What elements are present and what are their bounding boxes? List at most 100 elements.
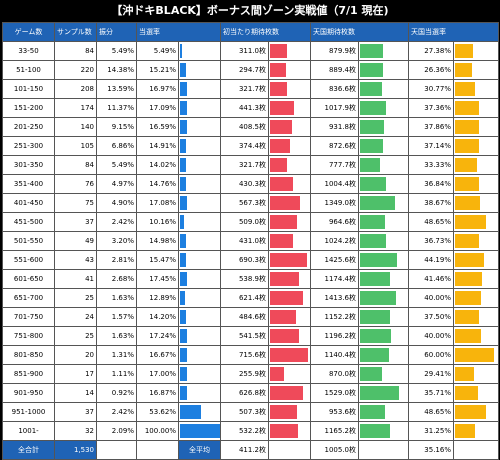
medals-bar <box>270 82 288 96</box>
medals-bar <box>270 272 299 286</box>
tmedals-bar <box>360 234 387 248</box>
medals-bar <box>270 405 298 419</box>
page: 【沖ドキBLACK】ボーナス間ゾーン実戦値（7/1 現在) ゲーム数 サンプル数… <box>2 4 499 460</box>
medals-cell: 541.5枚 <box>220 326 269 346</box>
total-thit: 35.16% <box>408 440 454 460</box>
tmedals-bar-cell <box>358 307 409 327</box>
thit-bar <box>455 272 482 286</box>
dist-cell: 1.11% <box>96 364 137 384</box>
thit-bar-cell <box>453 288 499 308</box>
thit-bar <box>455 329 481 343</box>
thit-cell: 37.50% <box>408 307 454 327</box>
thit-cell: 37.14% <box>408 136 454 156</box>
hit-cell: 14.98% <box>136 231 179 251</box>
thit-bar <box>455 310 480 324</box>
medals-bar-cell <box>268 307 311 327</box>
hit-bar-cell <box>178 98 221 118</box>
tmedals-bar <box>360 424 391 438</box>
hit-cell: 14.76% <box>136 174 179 194</box>
thit-cell: 31.25% <box>408 421 454 441</box>
total-blank-medals-bar <box>268 440 311 460</box>
medals-bar <box>270 177 293 191</box>
tmedals-cell: 953.6枚 <box>310 402 359 422</box>
medals-cell: 532.2枚 <box>220 421 269 441</box>
hit-cell: 100.00% <box>136 421 179 441</box>
medals-bar <box>270 291 304 305</box>
thit-cell: 48.65% <box>408 212 454 232</box>
hit-bar-cell <box>178 383 221 403</box>
tmedals-bar <box>360 82 382 96</box>
tmedals-bar-cell <box>358 155 409 175</box>
thit-bar <box>455 234 479 248</box>
zone-cell: 201-250 <box>2 117 55 137</box>
dist-cell: 11.37% <box>96 98 137 118</box>
thit-bar-cell <box>453 402 499 422</box>
tmedals-bar-cell <box>358 288 409 308</box>
medals-cell: 690.3枚 <box>220 250 269 270</box>
samples-cell: 25 <box>54 288 97 308</box>
thit-cell: 36.73% <box>408 231 454 251</box>
medals-bar-cell <box>268 79 311 99</box>
hit-cell: 16.97% <box>136 79 179 99</box>
hit-bar-cell <box>178 212 221 232</box>
table-row: 851-900 17 1.11% 17.00% 255.9枚 870.0枚 29.41% <box>2 364 499 384</box>
thit-cell: 29.41% <box>408 364 454 384</box>
dist-cell: 3.20% <box>96 231 137 251</box>
samples-cell: 84 <box>54 41 97 61</box>
zone-cell: 101-150 <box>2 79 55 99</box>
header-row: ゲーム数 サンプル数 振分 当選率 初当たり期待枚数 天国期待枚数 天国当選率 <box>2 22 499 42</box>
medals-bar <box>270 424 299 438</box>
thit-cell: 37.86% <box>408 117 454 137</box>
total-blank-thit-bar <box>453 440 499 460</box>
medals-cell: 431.0枚 <box>220 231 269 251</box>
zone-cell: 351-400 <box>2 174 55 194</box>
total-blank-tmedals-bar <box>358 440 409 460</box>
tmedals-bar-cell <box>358 193 409 213</box>
medals-bar-cell <box>268 250 311 270</box>
table-row: 551-600 43 2.81% 15.47% 690.3枚 1425.6枚 44.19% <box>2 250 499 270</box>
samples-cell: 20 <box>54 345 97 365</box>
tmedals-bar <box>360 215 385 229</box>
total-blank-dist <box>96 440 137 460</box>
samples-cell: 32 <box>54 421 97 441</box>
total-avg-label: 全平均 <box>178 440 221 460</box>
thit-bar <box>455 348 494 362</box>
dist-cell: 13.59% <box>96 79 137 99</box>
total-row: 全合計 1,530 全平均 411.2枚 1005.0枚 35.16% <box>2 440 499 460</box>
tmedals-cell: 1529.0枚 <box>310 383 359 403</box>
thit-bar-cell <box>453 155 499 175</box>
hit-cell: 12.89% <box>136 288 179 308</box>
medals-bar-cell <box>268 193 311 213</box>
medals-bar <box>270 348 309 362</box>
zone-cell: 651-700 <box>2 288 55 308</box>
table-row: 201-250 140 9.15% 16.59% 408.5枚 931.8枚 37.86% <box>2 117 499 137</box>
medals-bar-cell <box>268 136 311 156</box>
hit-bar-cell <box>178 136 221 156</box>
samples-cell: 105 <box>54 136 97 156</box>
tmedals-bar-cell <box>358 326 409 346</box>
medals-bar <box>270 215 298 229</box>
tmedals-bar <box>360 386 400 400</box>
medals-bar-cell <box>268 383 311 403</box>
medals-bar-cell <box>268 402 311 422</box>
medals-bar-cell <box>268 326 311 346</box>
table-row: 251-300 105 6.86% 14.91% 374.4枚 872.6枚 37.14% <box>2 136 499 156</box>
medals-bar <box>270 63 286 77</box>
hit-bar <box>180 139 186 153</box>
hit-cell: 17.09% <box>136 98 179 118</box>
tmedals-bar <box>360 367 383 381</box>
hit-bar-cell <box>178 193 221 213</box>
header-hit: 当選率 <box>136 22 221 42</box>
table-row: 101-150 208 13.59% 16.97% 321.7枚 836.6枚 30.77% <box>2 79 499 99</box>
thit-bar <box>455 196 480 210</box>
medals-cell: 626.8枚 <box>220 383 269 403</box>
hit-cell: 15.47% <box>136 250 179 270</box>
hit-bar <box>180 291 186 305</box>
tmedals-bar <box>360 310 390 324</box>
tmedals-cell: 964.6枚 <box>310 212 359 232</box>
zone-table: ゲーム数 サンプル数 振分 当選率 初当たり期待枚数 天国期待枚数 天国当選率 … <box>2 22 499 460</box>
tmedals-cell: 777.7枚 <box>310 155 359 175</box>
hit-cell: 17.08% <box>136 193 179 213</box>
tmedals-bar-cell <box>358 212 409 232</box>
thit-cell: 36.84% <box>408 174 454 194</box>
